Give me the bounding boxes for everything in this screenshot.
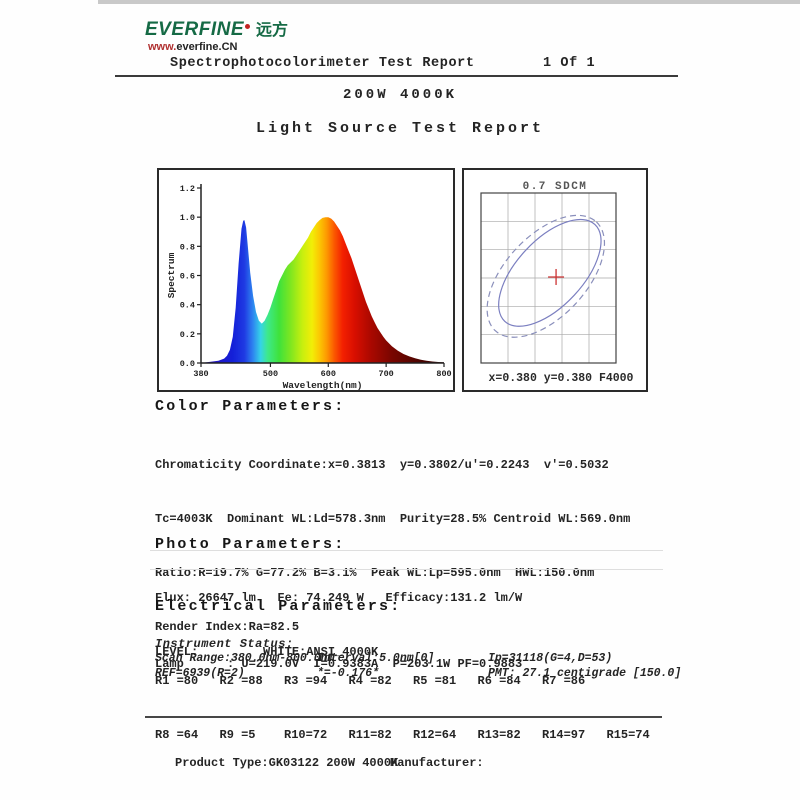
svg-text:x=0.380 y=0.380 F4000: x=0.380 y=0.380 F4000 bbox=[489, 372, 634, 385]
photo-edge-artifact bbox=[98, 0, 800, 4]
svg-text:700: 700 bbox=[378, 369, 393, 379]
svg-text:1.2: 1.2 bbox=[180, 184, 195, 194]
deviation-value: *=-0.176* bbox=[317, 667, 380, 680]
electrical-parameters-block: Lamp : U=219.0V I=0.9383A P=203.1W PF=0.… bbox=[155, 619, 522, 709]
brand-wordmark: EVERFINE bbox=[145, 19, 245, 40]
report-header-title: Spectrophotocolorimeter Test Report bbox=[170, 56, 475, 71]
chromaticity-coordinate-line: Chromaticity Coordinate:x=0.3813 y=0.380… bbox=[155, 458, 609, 472]
svg-text:800: 800 bbox=[436, 369, 451, 379]
footer-rule bbox=[145, 716, 662, 718]
header-rule bbox=[115, 75, 678, 77]
r7-value: R7 =86 bbox=[542, 674, 586, 688]
scan-range-value: Scan Range:380.0nm-800.0nm bbox=[155, 652, 335, 665]
pmt-value: PMT: 27.1 centigrade [150.0] bbox=[488, 667, 682, 680]
r14-value: R14=97 bbox=[542, 728, 586, 742]
r11-value: R11=82 bbox=[348, 728, 392, 742]
ip-value: Ip=31118(G=4,D=53) bbox=[488, 652, 613, 665]
brand-url-www: www. bbox=[148, 41, 177, 53]
svg-text:Spectrum: Spectrum bbox=[166, 252, 177, 298]
lamp-line: Lamp : U=219.0V I=0.9383A P=203.1W PF=0.… bbox=[155, 657, 523, 671]
instrument-status-heading: Instrument Status: bbox=[155, 637, 294, 651]
brand-url-domain: everfine.CN bbox=[176, 41, 238, 53]
brand-logo: EVERFINE 远方 bbox=[145, 16, 288, 41]
color-parameters-heading: Color Parameters: bbox=[155, 398, 346, 415]
svg-text:0.7 SDCM: 0.7 SDCM bbox=[523, 181, 588, 193]
photo-parameters-block: Flux: 26647 lm Fe: 74.249 W Efficacy:131… bbox=[155, 553, 522, 697]
brand-url: www.everfine.CN bbox=[148, 41, 237, 53]
footer-right-column: Manufacturer: Test Department: Humidity:… bbox=[390, 725, 628, 800]
page-number: 1 Of 1 bbox=[543, 56, 596, 71]
interval-value: Interval:5.0nm[0] bbox=[317, 652, 435, 665]
r4-value: R4 =82 bbox=[348, 674, 392, 688]
r13-value: R13=82 bbox=[477, 728, 521, 742]
manufacturer-line: Manufacturer: bbox=[390, 756, 484, 771]
svg-text:1.0: 1.0 bbox=[180, 213, 195, 223]
flux-line: Flux: 26647 lm Fe: 74.249 W Efficacy:131… bbox=[155, 591, 523, 605]
photo-rule-1 bbox=[150, 550, 663, 551]
report-subtitle: Light Source Test Report bbox=[255, 120, 545, 137]
render-index-row-1: R1 =80 R2 =88 R3 =94 R4 =82 R5 =81 R6 =8… bbox=[155, 672, 671, 690]
chromaticity-chart: 0.7 SDCM x=0.380 y=0.380 F4000 bbox=[462, 168, 648, 392]
r8-value: R8 =64 bbox=[155, 728, 199, 742]
photo-parameters-heading: Photo Parameters: bbox=[155, 536, 346, 553]
svg-text:0.4: 0.4 bbox=[180, 301, 195, 311]
ref-value: REF=6939(R=2) bbox=[155, 667, 245, 680]
brand-chinese-name: 远方 bbox=[256, 20, 289, 39]
r3-value: R3 =94 bbox=[284, 674, 328, 688]
render-index-line: Render Index:Ra=82.5 bbox=[155, 620, 300, 634]
svg-text:600: 600 bbox=[321, 369, 336, 379]
r5-value: R5 =81 bbox=[413, 674, 457, 688]
instrument-status-row-1: Scan Range:380.0nm-800.0nm Interval:5.0n… bbox=[155, 652, 612, 665]
r2-value: R2 =88 bbox=[219, 674, 263, 688]
photo-rule-2 bbox=[150, 569, 663, 570]
svg-text:Wavelength(nm): Wavelength(nm) bbox=[283, 380, 363, 390]
svg-text:0.6: 0.6 bbox=[180, 272, 195, 282]
r15-value: R15=74 bbox=[606, 728, 650, 742]
brand-dot-icon bbox=[245, 23, 251, 29]
r1-value: R1 =80 bbox=[155, 674, 199, 688]
svg-text:0.0: 0.0 bbox=[180, 359, 195, 369]
r9-value: R9 =5 bbox=[219, 728, 256, 742]
r12-value: R12=64 bbox=[413, 728, 457, 742]
svg-text:500: 500 bbox=[263, 369, 278, 379]
r6-value: R6 =84 bbox=[477, 674, 521, 688]
svg-text:380: 380 bbox=[193, 369, 208, 379]
electrical-parameters-heading: Electrical Parameters: bbox=[155, 598, 402, 615]
svg-text:0.8: 0.8 bbox=[180, 242, 195, 252]
level-line: LEVEL: WHITE:ANSI_4000K bbox=[155, 645, 379, 659]
footer-left-column: Product Type:GK03122 200W 4000K Number:1… bbox=[175, 725, 398, 800]
product-type-line: Product Type:GK03122 200W 4000K bbox=[175, 756, 399, 771]
render-index-row-2: R8 =64 R9 =5 R10=72 R11=82 R12=64 R13=82… bbox=[155, 726, 671, 744]
product-title: 200W 4000K bbox=[342, 87, 457, 103]
r10-value: R10=72 bbox=[284, 728, 328, 742]
instrument-status-row-2: REF=6939(R=2) *=-0.176* PMT: 27.1 centig… bbox=[155, 667, 681, 680]
tc-dominant-line: Tc=4003K Dominant WL:Ld=578.3nm Purity=2… bbox=[155, 512, 631, 526]
spectrum-chart: 0.0 0.2 0.4 0.6 0.8 1.0 1.2 380 500 600 700 800 Wave… bbox=[157, 168, 455, 392]
svg-text:0.2: 0.2 bbox=[180, 330, 195, 340]
